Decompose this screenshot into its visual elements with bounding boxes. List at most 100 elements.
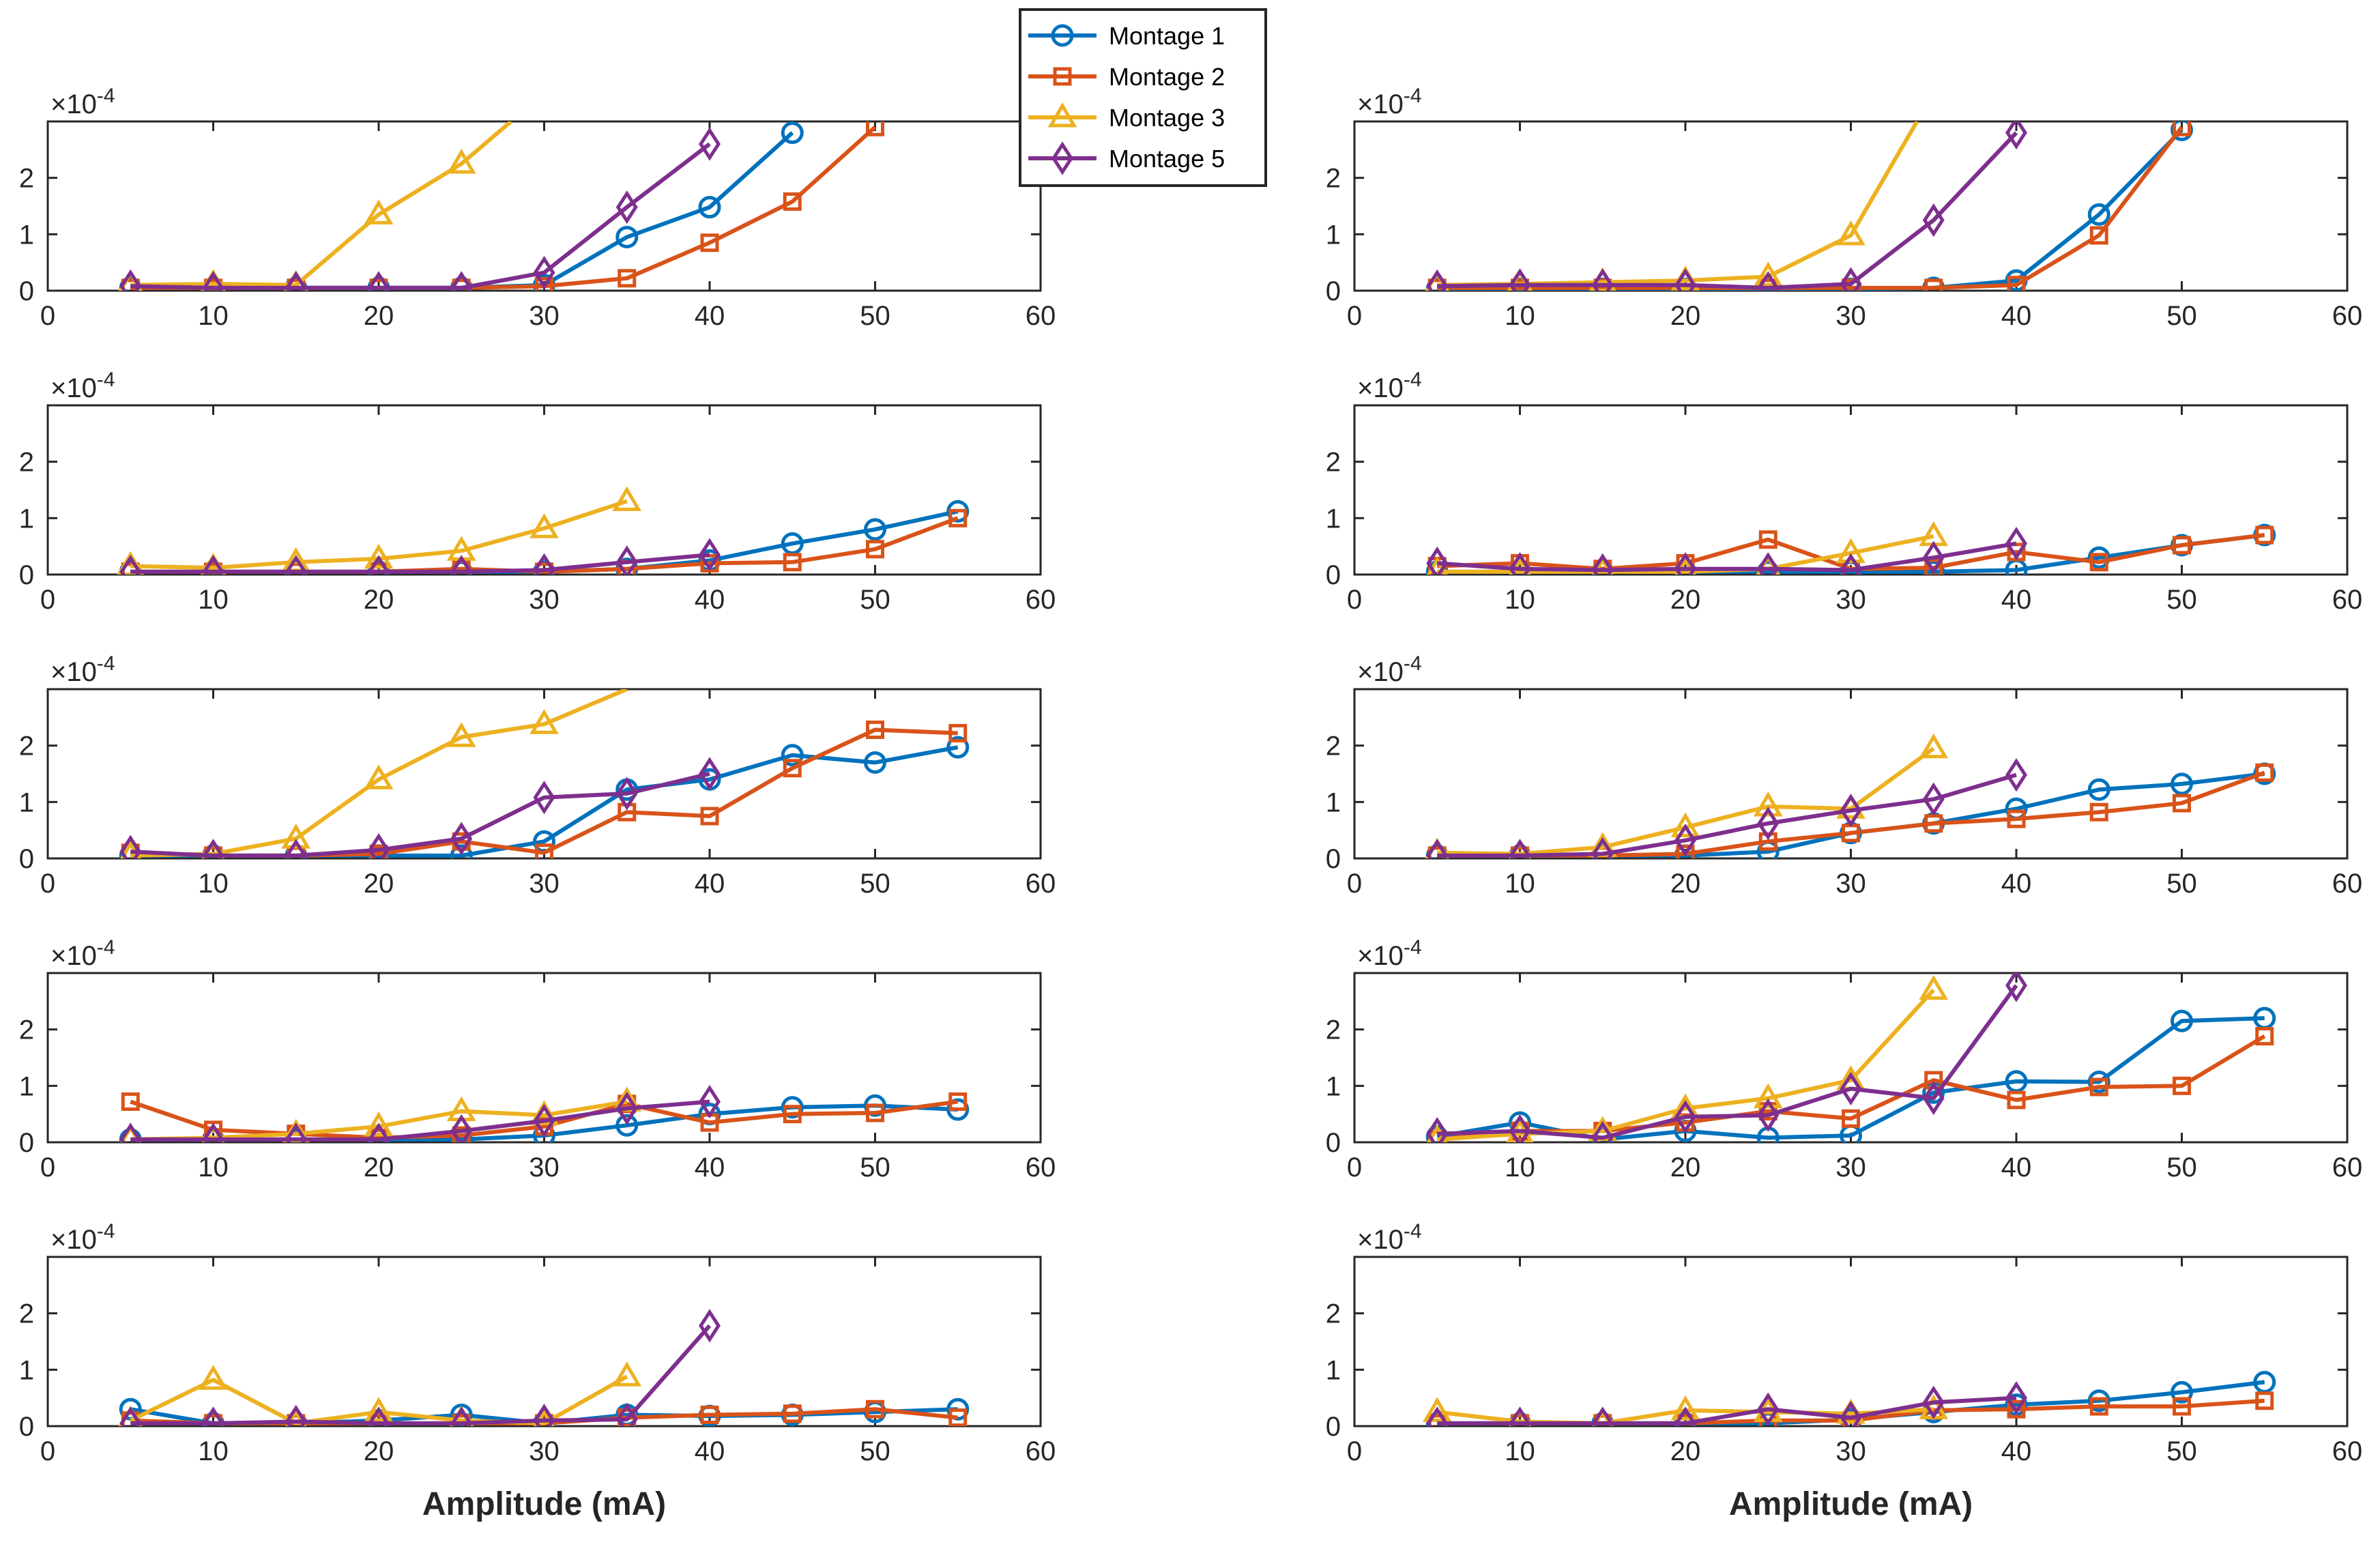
montage-1-marker [1051, 24, 1074, 47]
y-tick-label: 1 [19, 787, 34, 817]
x-tick-label: 50 [860, 1436, 890, 1466]
montage-1-marker [2171, 772, 2193, 796]
y-tick-label: 0 [19, 1128, 34, 1158]
montage-5-marker [1591, 553, 1614, 575]
montage-2-marker [783, 1105, 802, 1124]
legend-entry-montage-3: Montage 3 [1028, 102, 1225, 132]
montage-3-marker [1753, 792, 1783, 817]
montage-2-marker [2007, 276, 2026, 291]
montage-5-marker [699, 1309, 721, 1343]
montage-2-marker [1053, 67, 1072, 86]
x-tick-label: 0 [1347, 301, 1362, 331]
montage-5-marker [1922, 1385, 1945, 1419]
montage-3-line [130, 121, 512, 287]
montage-5-marker [1509, 839, 1531, 858]
y-tick-label: 0 [1326, 1412, 1341, 1442]
x-tick-label: 20 [364, 1436, 394, 1466]
x-tick-label: 20 [364, 585, 394, 615]
subplot-r5-c2: 0 10 20 30 40 50 60 0 1 2 ×10-4 Amplitude (mA) [1326, 1220, 2363, 1522]
montage-5-marker [1426, 546, 1449, 575]
axes-box [1353, 120, 2349, 292]
montage-5-marker [1509, 268, 1531, 291]
series-montage-5 [1426, 758, 2027, 858]
montage-1-marker [781, 121, 804, 145]
y-tick-label: 1 [19, 1071, 34, 1101]
montage-1-marker [864, 518, 886, 541]
montage-5-marker [699, 127, 721, 161]
montage-2-marker [2007, 809, 2026, 828]
subplot-r1-c1: 0 10 20 30 40 50 60 0 1 2 ×10-4 [19, 85, 1056, 331]
y-scale-exponent: ×10-4 [1357, 85, 1422, 119]
x-tick-label: 40 [695, 585, 725, 615]
montage-5-marker [2005, 758, 2027, 792]
montage-5-marker [533, 781, 555, 815]
montage-5-marker [450, 1406, 473, 1426]
montage-5-marker [285, 271, 307, 291]
x-tick-label: 30 [1835, 1436, 1866, 1466]
x-axis-label: Amplitude (mA) [422, 1486, 666, 1522]
montage-1-marker [946, 1098, 970, 1121]
montage-3-line [1437, 988, 1935, 1142]
montage-5-marker [119, 1122, 142, 1142]
series-montage-5 [119, 127, 721, 291]
series-montage-5 [1426, 121, 2027, 291]
montage-5-marker [202, 1122, 224, 1142]
y-scale-exponent: ×10-4 [1357, 1220, 1422, 1255]
x-tick-label: 60 [1026, 301, 1056, 331]
montage-2-marker [535, 843, 553, 858]
montage-5-marker [1757, 552, 1780, 575]
montage-3-marker [1753, 1083, 1783, 1109]
montage-1-marker [2087, 1071, 2110, 1094]
montage-5-line [130, 142, 711, 290]
montage-2-marker [535, 276, 553, 291]
montage-5-marker [1674, 552, 1696, 575]
montage-2-marker [2255, 1027, 2274, 1046]
x-tick-label: 0 [1347, 869, 1362, 899]
montage-5-marker [2005, 526, 2027, 561]
montage-5-line [1437, 772, 2017, 858]
montage-5-marker [202, 839, 224, 858]
legend-label: Montage 2 [1109, 63, 1225, 91]
montage-5-marker [1674, 1406, 1696, 1426]
y-tick-label: 0 [19, 560, 34, 590]
x-tick-label: 20 [364, 301, 394, 331]
montage-1-marker [2087, 203, 2110, 226]
montage-5-marker [1840, 267, 1862, 291]
legend-entry-montage-1: Montage 1 [1028, 22, 1225, 50]
y-tick-label: 1 [1326, 220, 1341, 250]
montage-5-marker [450, 271, 473, 291]
y-tick-label: 2 [1326, 1015, 1341, 1045]
montage-2-marker [1842, 1109, 1860, 1128]
y-tick-label: 1 [1326, 504, 1341, 534]
montage-5-marker [119, 835, 142, 858]
montage-5-marker [285, 1122, 307, 1142]
montage-5-marker [533, 255, 555, 290]
montage-5-line [1437, 131, 2018, 290]
x-tick-label: 40 [2001, 869, 2032, 899]
montage-3-marker [364, 764, 394, 789]
legend-label: Montage 5 [1109, 145, 1225, 173]
x-tick-label: 30 [529, 869, 560, 899]
montage-5-marker [1591, 268, 1614, 291]
subplot-r4-c1: 0 10 20 30 40 50 60 0 1 2 ×10-4 [19, 936, 1056, 1183]
montage-1-marker [2171, 1380, 2193, 1404]
montage-5-marker [1591, 1120, 1614, 1142]
montage-5-line [1437, 541, 2017, 572]
x-tick-label: 50 [860, 869, 890, 899]
montage-5-marker [1509, 552, 1531, 575]
x-tick-label: 10 [1505, 869, 1535, 899]
montage-2-marker [783, 759, 802, 778]
montage-5-marker [1591, 1406, 1614, 1426]
x-tick-label: 10 [1505, 1436, 1535, 1466]
y-tick-label: 0 [1326, 560, 1341, 590]
montage-2-marker [2173, 1397, 2191, 1416]
montage-5-marker [533, 1103, 555, 1138]
montage-2-marker [866, 1103, 884, 1122]
y-tick-label: 2 [1326, 448, 1341, 478]
y-tick-label: 2 [19, 1015, 34, 1045]
montage-5-marker [699, 1084, 721, 1119]
montage-5-marker [368, 555, 390, 575]
x-tick-label: 0 [40, 585, 55, 615]
montage-2-marker [948, 1092, 968, 1111]
